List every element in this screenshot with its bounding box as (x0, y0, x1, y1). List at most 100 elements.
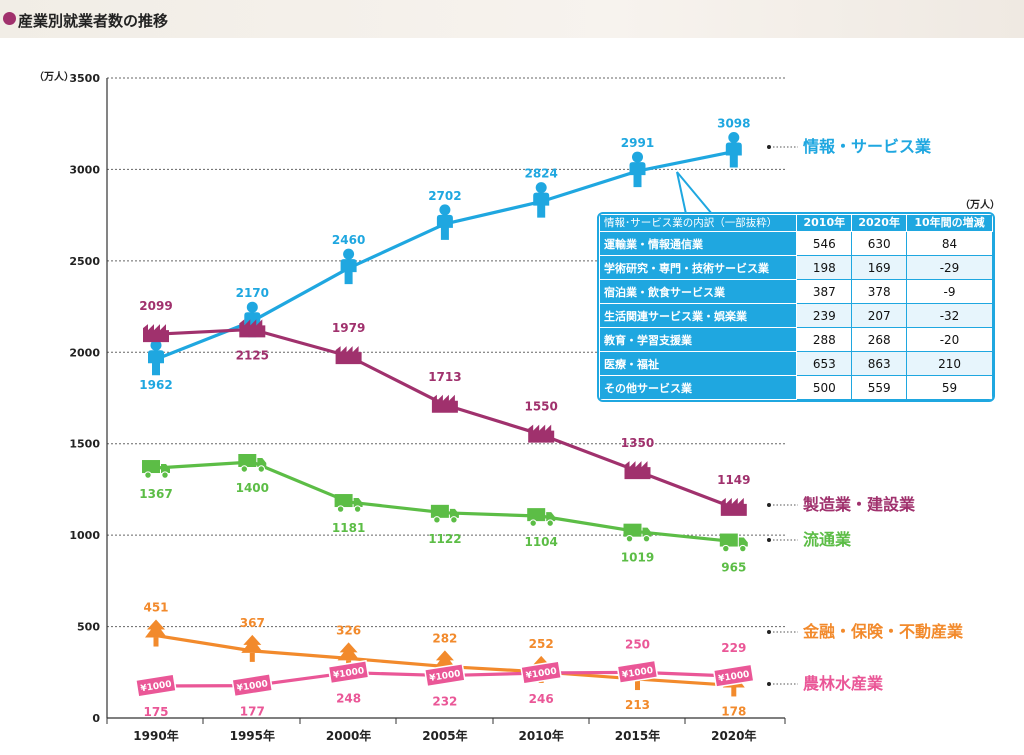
subtable-header-category: 情報･サービス業の内訳（一部抜粋） (599, 214, 798, 232)
subtable-cell: 653 (796, 351, 853, 376)
person-body (340, 259, 357, 285)
subtable-cell: 84 (906, 231, 993, 256)
subtable-cell: 210 (906, 351, 993, 376)
subtable-cell: 378 (851, 279, 908, 304)
tree-icon (145, 619, 167, 647)
data-label: 229 (721, 641, 746, 655)
data-label: 1713 (428, 370, 461, 384)
data-label: 177 (240, 705, 265, 719)
truck-icon (430, 504, 459, 524)
legend-label: 情報・サービス業 (803, 137, 932, 156)
subtable-cell: 630 (851, 231, 908, 256)
truck-wheel (739, 544, 747, 553)
person-body (533, 192, 550, 218)
data-label: 451 (143, 601, 168, 615)
truck-icon (238, 454, 267, 473)
yen-bill-text: ¥1000 (429, 669, 461, 684)
x-tick-label: 2010年 (518, 728, 563, 743)
y-axis-unit: （万人） (34, 70, 74, 83)
truck-cab (642, 527, 652, 537)
truck-wheel (336, 505, 345, 513)
y-tick-label: 500 (77, 621, 100, 634)
yen-bill-shape (327, 659, 370, 685)
truck-cab (738, 537, 748, 547)
data-label: 1367 (139, 487, 172, 501)
truck-icon (334, 494, 363, 513)
y-tick-label: 3000 (69, 163, 100, 176)
subtable-body: 運輸業・情報通信業 546 630 84 学術研究・専門・技術サービス業 198 169 -2… (599, 231, 993, 400)
truck-cargo (238, 454, 257, 467)
data-label: 1181 (332, 521, 365, 535)
factory-icon (335, 346, 362, 365)
truck-wheel (625, 534, 634, 543)
truck-wheel (257, 465, 265, 473)
y-tick-label: 2500 (69, 255, 100, 268)
subtable-cell: 198 (796, 255, 853, 280)
y-tick-label: 3500 (69, 72, 100, 85)
y-tick-label: 1000 (69, 529, 100, 542)
yen-bill-shape (712, 663, 755, 688)
series-markers: ¥1000 ¥1000 ¥1000 ¥1000 ¥1000 ¥1000 ¥1000 (134, 132, 755, 698)
data-label: 213 (625, 698, 650, 712)
x-tick-label: 1990年 (133, 728, 178, 743)
person-head (535, 182, 547, 194)
truck-wheel (144, 471, 152, 479)
data-label: 175 (143, 705, 168, 719)
legend-label: 製造業・建設業 (802, 495, 916, 514)
data-label: 2460 (332, 233, 365, 247)
subtable-cell: -32 (906, 303, 993, 328)
person-head (150, 339, 162, 351)
truck-wheel (722, 544, 730, 553)
data-labels: 1962 2170 2460 2702 2824 2991 3098 2099 2125 1979… (139, 117, 750, 719)
subtable-row: 教育・学習支援業 288 268 -20 (599, 327, 993, 352)
tree-trunk (153, 637, 159, 647)
subtable-cell: -20 (906, 327, 993, 352)
person-head (246, 301, 258, 313)
subtable-cell: 500 (796, 375, 853, 400)
truck-wheel (642, 534, 651, 543)
data-label: 178 (721, 704, 746, 718)
person-head (343, 248, 355, 260)
subtable-unit: （万人） (960, 200, 1000, 211)
data-label: 1550 (524, 400, 557, 414)
yen-bill-icon: ¥1000 (327, 659, 370, 685)
person-body (725, 142, 742, 168)
data-label: 2991 (621, 136, 654, 150)
data-label: 2824 (524, 167, 557, 181)
truck-icon (719, 533, 748, 553)
person-icon (148, 339, 164, 376)
callout-pointer (676, 171, 715, 215)
factory-icon (720, 497, 747, 516)
title-bullet-icon (3, 12, 16, 25)
x-tick-label: 1995年 (230, 728, 275, 743)
truck-cargo (623, 523, 642, 537)
yen-bill-text: ¥1000 (718, 670, 750, 685)
subtable-callout (676, 171, 715, 215)
factory-icon (239, 319, 266, 338)
yen-bill-icon: ¥1000 (134, 673, 177, 698)
person-head (728, 132, 740, 144)
yen-bill-icon: ¥1000 (520, 660, 563, 685)
data-label: 1350 (621, 436, 654, 450)
truck-cargo (142, 460, 160, 474)
truck-icon (142, 460, 170, 479)
yen-bill-text: ¥1000 (525, 667, 557, 682)
truck-cab (161, 464, 170, 474)
subtable-row-label: 運輸業・情報通信業 (599, 231, 798, 256)
axes: （万人） 0 500 1000 1500 2000 2500 3000 3500 1990年 199… (34, 70, 786, 743)
legend-dot (767, 538, 771, 542)
factory-icon (624, 461, 651, 480)
person-head (632, 151, 643, 163)
yen-bill-text: ¥1000 (140, 680, 172, 695)
truck-wheel (529, 519, 537, 527)
subtable-row-label: 医療・福祉 (599, 351, 798, 376)
person-icon (725, 132, 742, 168)
yen-bill-icon: ¥1000 (423, 662, 466, 688)
data-label: 965 (721, 561, 746, 575)
subtable-cell: 387 (796, 279, 853, 304)
person-icon (533, 182, 550, 218)
factory-shape (431, 394, 458, 413)
subtable-row-label: 教育・学習支援業 (599, 327, 798, 352)
person-icon (340, 248, 357, 285)
subtable-cell: 559 (851, 375, 908, 400)
